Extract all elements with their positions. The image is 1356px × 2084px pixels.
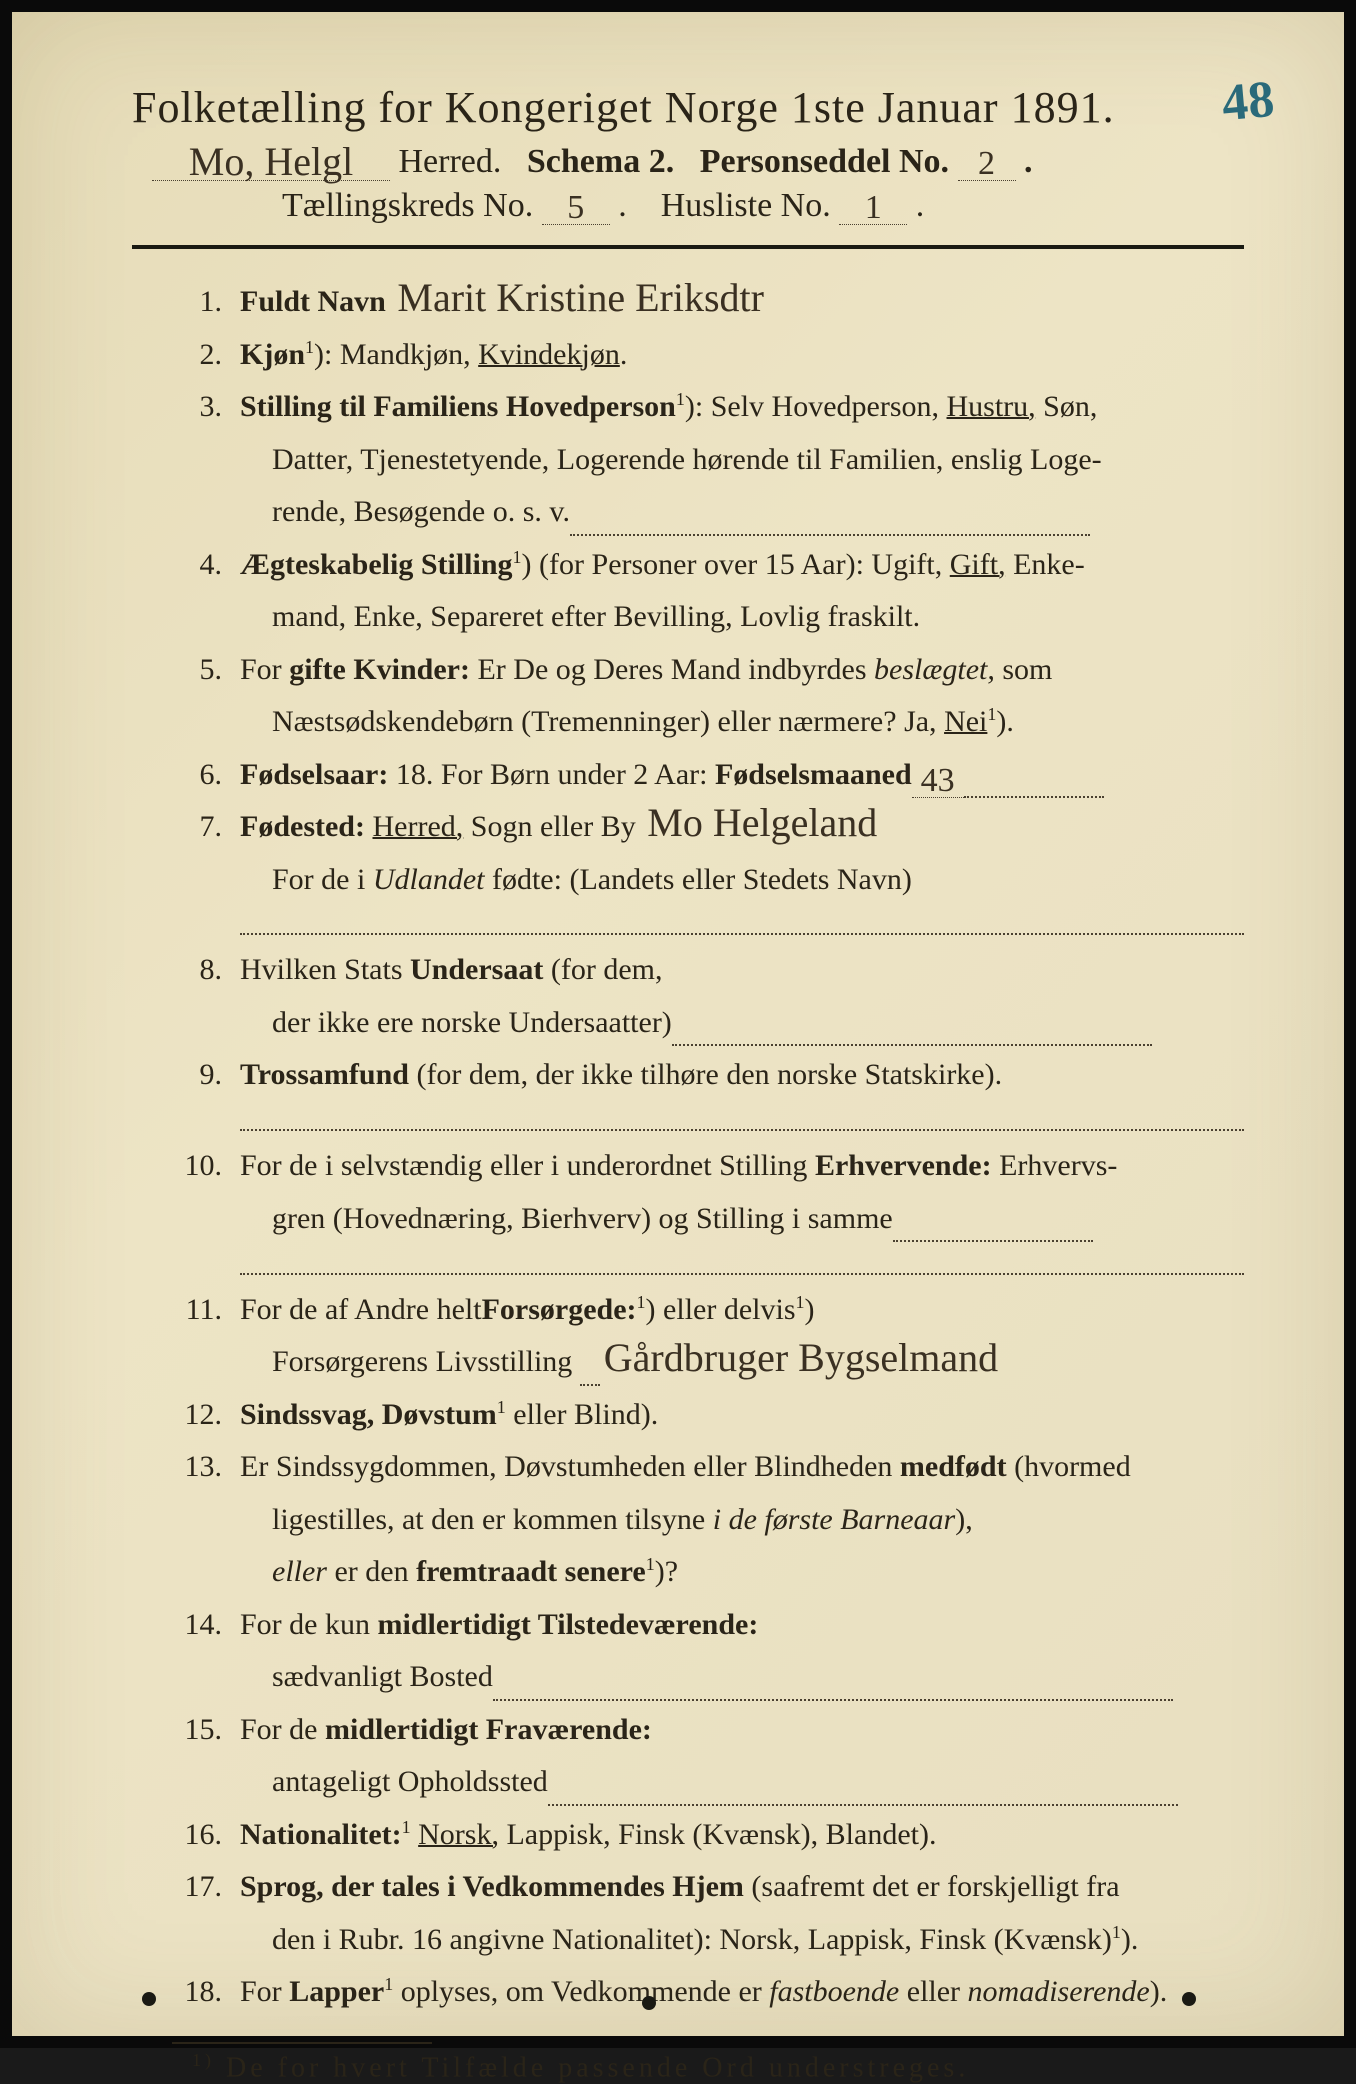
header-line-3: Tællingskreds No. 5 . Husliste No. 1 .	[132, 187, 1244, 225]
footnote-marker: 1)	[192, 2050, 215, 2070]
entry-continuation: Forsørgerens Livsstilling Gårdbruger Byg…	[162, 1339, 1244, 1386]
header-rule	[132, 245, 1244, 249]
entry-body: Nationalitet:1 Norsk, Lappisk, Finsk (Kv…	[240, 1812, 1244, 1859]
entries-list: 1.Fuldt Navn Marit Kristine Eriksdtr2.Kj…	[132, 279, 1244, 2016]
entry-body: For de i selvstændig eller i underordnet…	[240, 1143, 1244, 1190]
entry-number: 15.	[162, 1707, 240, 1754]
entry-body: Sprog, der tales i Vedkommendes Hjem (sa…	[240, 1864, 1244, 1911]
personseddel-label: Personseddel No.	[700, 143, 949, 180]
entry-number: 8.	[162, 947, 240, 994]
entry-number: 16.	[162, 1812, 240, 1859]
entry-row: 1.Fuldt Navn Marit Kristine Eriksdtr	[162, 279, 1244, 326]
husliste-label: Husliste No.	[661, 187, 831, 224]
entry-continuation: eller er den fremtraadt senere1)?	[162, 1549, 1244, 1596]
entry-number: 5.	[162, 647, 240, 694]
entry-continuation: mand, Enke, Separeret efter Bevilling, L…	[162, 594, 1244, 641]
entry-body: Stilling til Familiens Hovedperson1): Se…	[240, 384, 1244, 431]
form-header: Folketælling for Kongeriget Norge 1ste J…	[132, 82, 1244, 225]
entry-continuation: gren (Hovednæring, Bierhverv) og Stillin…	[162, 1196, 1244, 1243]
entry-row: 13.Er Sindssygdommen, Døvstumheden eller…	[162, 1444, 1244, 1491]
entry-continuation: antageligt Opholdssted	[162, 1759, 1244, 1806]
entry-row: 10.For de i selvstændig eller i underord…	[162, 1143, 1244, 1190]
entry-continuation: den i Rubr. 16 angivne Nationalitet): No…	[162, 1917, 1244, 1964]
schema-label: Schema 2.	[527, 143, 674, 180]
footnote: 1) De for hvert Tilfælde passende Ord un…	[132, 2050, 1244, 2084]
entry-body: Hvilken Stats Undersaat (for dem,	[240, 947, 1244, 994]
entry-body: For de af Andre heltForsørgede:1) eller …	[240, 1287, 1244, 1334]
dotted-line	[240, 1250, 1244, 1274]
entry-continuation: For de i Udlandet fødte: (Landets eller …	[162, 857, 1244, 904]
entry-body: For de midlertidigt Fraværende:	[240, 1707, 1244, 1754]
entry-number: 2.	[162, 332, 240, 379]
entry-continuation: sædvanligt Bosted	[162, 1654, 1244, 1701]
entry-body: For gifte Kvinder: Er De og Deres Mand i…	[240, 647, 1244, 694]
entry-row: 14.For de kun midlertidigt Tilstedeværen…	[162, 1602, 1244, 1649]
taellingskreds-no: 5	[542, 193, 610, 225]
footnote-rule	[172, 2042, 432, 2044]
entry-continuation: Datter, Tjenestetyende, Logerende hørend…	[162, 437, 1244, 484]
entry-number: 9.	[162, 1052, 240, 1099]
entry-continuation: Næstsødskendebørn (Tremenninger) eller n…	[162, 699, 1244, 746]
entry-continuation: rende, Besøgende o. s. v.	[162, 489, 1244, 536]
entry-body: Ægteskabelig Stilling1) (for Personer ov…	[240, 542, 1244, 589]
entry-number: 6.	[162, 752, 240, 799]
entry-row: 16.Nationalitet:1 Norsk, Lappisk, Finsk …	[162, 1812, 1244, 1859]
entry-body: Sindssvag, Døvstum1 eller Blind).	[240, 1392, 1244, 1439]
binding-hole	[642, 1996, 656, 2010]
entry-row: 5.For gifte Kvinder: Er De og Deres Mand…	[162, 647, 1244, 694]
entry-body: Fuldt Navn Marit Kristine Eriksdtr	[240, 279, 1244, 326]
husliste-no: 1	[839, 193, 907, 225]
entry-number: 7.	[162, 804, 240, 851]
header-title: Folketælling for Kongeriget Norge 1ste J…	[132, 82, 1244, 133]
entry-number: 4.	[162, 542, 240, 589]
herred-label: Herred.	[399, 143, 502, 180]
entry-row: 18.For Lapper1 oplyses, om Vedkommende e…	[162, 1969, 1244, 2016]
entry-number: 17.	[162, 1864, 240, 1911]
taellingskreds-label: Tællingskreds No.	[282, 187, 533, 224]
footnote-text: De for hvert Tilfælde passende Ord under…	[226, 2052, 969, 2083]
personseddel-no: 2	[958, 149, 1016, 181]
entry-body: For de kun midlertidigt Tilstedeværende:	[240, 1602, 1244, 1649]
entry-row: 11.For de af Andre heltForsørgede:1) ell…	[162, 1287, 1244, 1334]
entry-row: 17.Sprog, der tales i Vedkommendes Hjem …	[162, 1864, 1244, 1911]
entry-body: Fødested: Herred, Sogn eller By Mo Helge…	[240, 804, 1244, 851]
entry-continuation: der ikke ere norske Undersaatter)	[162, 1000, 1244, 1047]
entry-body: Trossamfund (for dem, der ikke tilhøre d…	[240, 1052, 1244, 1099]
entry-row: 4.Ægteskabelig Stilling1) (for Personer …	[162, 542, 1244, 589]
entry-number: 12.	[162, 1392, 240, 1439]
entry-number: 18.	[162, 1969, 240, 2016]
herred-handwritten: Mo, Helgl	[152, 144, 390, 181]
header-line-2: Mo, Helgl Herred. Schema 2. Personseddel…	[132, 143, 1244, 181]
binding-hole	[1182, 1992, 1196, 2006]
binding-hole	[142, 1992, 156, 2006]
entry-row: 9.Trossamfund (for dem, der ikke tilhøre…	[162, 1052, 1244, 1099]
entry-number: 14.	[162, 1602, 240, 1649]
entry-continuation: ligestilles, at den er kommen tilsyne i …	[162, 1497, 1244, 1544]
entry-number: 10.	[162, 1143, 240, 1190]
entry-row: 12.Sindssvag, Døvstum1 eller Blind).	[162, 1392, 1244, 1439]
corner-annotation: 48	[1220, 70, 1277, 133]
entry-body: Kjøn1): Mandkjøn, Kvindekjøn.	[240, 332, 1244, 379]
entry-row: 3.Stilling til Familiens Hovedperson1): …	[162, 384, 1244, 431]
entry-row: 6.Fødselsaar: 18. For Børn under 2 Aar: …	[162, 752, 1244, 799]
entry-number: 1.	[162, 279, 240, 326]
entry-body: For Lapper1 oplyses, om Vedkommende er f…	[240, 1969, 1244, 2016]
entry-row: 8.Hvilken Stats Undersaat (for dem,	[162, 947, 1244, 994]
entry-row: 2.Kjøn1): Mandkjøn, Kvindekjøn.	[162, 332, 1244, 379]
entry-body: Er Sindssygdommen, Døvstumheden eller Bl…	[240, 1444, 1244, 1491]
entry-number: 11.	[162, 1287, 240, 1334]
entry-number: 3.	[162, 384, 240, 431]
entry-number: 13.	[162, 1444, 240, 1491]
dotted-line	[240, 911, 1244, 935]
census-form-page: 48 Folketælling for Kongeriget Norge 1st…	[0, 0, 1356, 2048]
entry-row: 7.Fødested: Herred, Sogn eller By Mo Hel…	[162, 804, 1244, 851]
entry-row: 15.For de midlertidigt Fraværende:	[162, 1707, 1244, 1754]
entry-body: Fødselsaar: 18. For Børn under 2 Aar: Fø…	[240, 752, 1244, 799]
dotted-line	[240, 1107, 1244, 1131]
